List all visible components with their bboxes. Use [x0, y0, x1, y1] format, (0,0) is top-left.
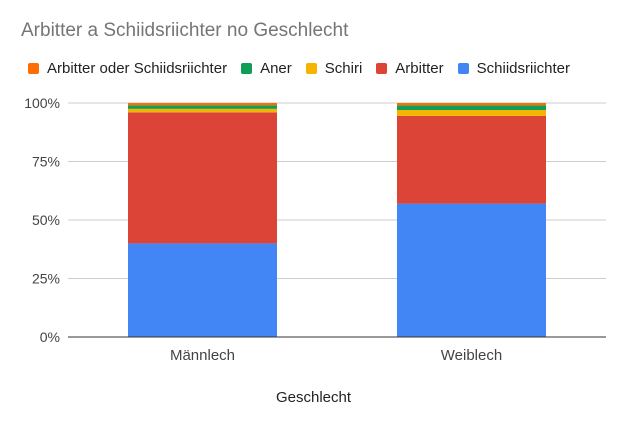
bar-segment — [397, 110, 546, 116]
y-tick-label: 50% — [32, 212, 60, 228]
chart-legend: Arbitter oder Schiidsriichter Aner Schiri A… — [28, 60, 584, 78]
chart-title: Arbitter a Schiidsriichter no Geschlecht — [21, 20, 349, 41]
legend-swatch — [241, 63, 253, 74]
bar-segment — [397, 203, 546, 337]
bar-segment — [397, 105, 546, 111]
x-axis-title: Geschlecht — [275, 389, 352, 406]
bar-segment — [128, 108, 277, 113]
y-tick-label: 0% — [40, 329, 60, 345]
legend-item-4: Schiidsriichter — [457, 60, 571, 77]
legend-swatch — [28, 63, 39, 74]
legend-label: Arbitter oder Schiidsriichter — [47, 60, 228, 77]
legend-item-1: Aner — [241, 60, 292, 77]
y-tick-label: 25% — [32, 271, 60, 287]
bar-segment — [397, 115, 546, 204]
legend-swatch — [376, 63, 388, 74]
legend-label: Schiidsriichter — [476, 60, 571, 77]
bar-segment — [128, 105, 277, 109]
legend-label: Schiri — [324, 60, 363, 77]
bar-segment — [128, 103, 277, 106]
x-tick-label: Weiblech — [441, 347, 502, 364]
y-tick-label: 100% — [24, 95, 60, 111]
legend-item-0: Arbitter oder Schiidsriichter — [28, 60, 227, 77]
legend-label: Arbitter — [395, 60, 444, 77]
bar-segment — [128, 243, 277, 337]
y-tick-label: 75% — [32, 154, 60, 170]
legend-swatch — [457, 63, 469, 74]
legend-item-3: Arbitter — [376, 60, 444, 77]
legend-swatch — [305, 63, 317, 74]
legend-label: Aner — [260, 60, 292, 77]
x-tick-label: Männlech — [170, 347, 235, 364]
legend-item-2: Schiri — [305, 60, 363, 77]
bar-segment — [128, 112, 277, 244]
bar-segment — [397, 103, 546, 106]
